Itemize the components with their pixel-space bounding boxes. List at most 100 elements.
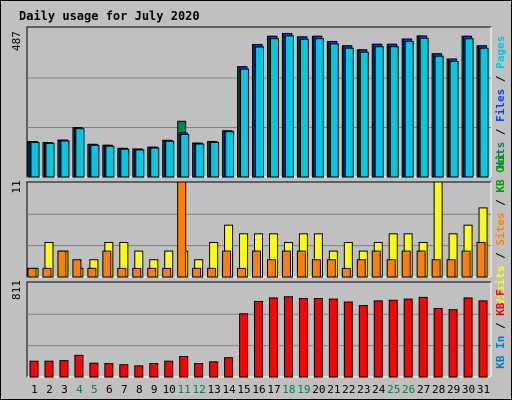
x-tick-label: 12: [193, 383, 206, 396]
x-tick-label: 23: [357, 383, 370, 396]
chart-title: Daily usage for July 2020: [19, 9, 200, 23]
bar-pages: [240, 68, 250, 178]
bar-pages: [135, 149, 145, 178]
bar-pages: [404, 40, 414, 178]
x-tick-label: 29: [447, 383, 460, 396]
bar-kb-f: [44, 360, 54, 378]
bar-kb-f: [209, 361, 219, 378]
bar-sites: [371, 250, 381, 278]
bar-kb-f: [119, 364, 129, 378]
middle-panel-max-label: 11: [10, 180, 23, 193]
bar-sites: [431, 259, 441, 278]
legend-top: Hits / Files / Pages: [494, 36, 507, 169]
x-tick-label: 25: [387, 383, 400, 396]
x-tick-label: 21: [327, 383, 340, 396]
x-tick-label: 28: [432, 383, 445, 396]
bar-sites: [87, 267, 97, 278]
bar-kb-f: [104, 363, 114, 378]
x-tick-label: 26: [402, 383, 415, 396]
bar-sites: [27, 267, 37, 278]
x-tick-label: 18: [282, 383, 295, 396]
bar-sites: [281, 250, 291, 278]
bar-pages: [75, 128, 85, 178]
bar-pages: [479, 47, 489, 178]
x-tick-label: 27: [417, 383, 430, 396]
bar-kb-f: [313, 298, 323, 378]
bar-kb-f: [478, 300, 488, 378]
bar-pages: [195, 143, 205, 178]
x-tick-label: 17: [267, 383, 280, 396]
legend-item: /: [494, 246, 507, 266]
bar-sites: [237, 267, 247, 278]
x-tick-label: 11: [178, 383, 191, 396]
bar-kb-f: [328, 298, 338, 378]
legend-item: KB F: [494, 289, 507, 316]
bar-kb-f: [59, 360, 69, 378]
bar-kb-f: [298, 298, 308, 378]
bar-kb-f: [194, 363, 204, 378]
bar-pages: [90, 144, 100, 178]
bar-pages: [180, 133, 190, 178]
bar-pages: [464, 38, 474, 178]
bar-kb-f: [403, 298, 413, 378]
bar-kb-f: [224, 357, 234, 378]
legend-bottom: KB In / KB F: [494, 289, 507, 369]
x-tick-label: 2: [46, 383, 53, 396]
bar-sites: [117, 267, 127, 278]
bar-kb-f: [388, 299, 398, 378]
legend-item: Files: [494, 89, 507, 122]
bar-kb-f: [179, 356, 189, 378]
x-tick-label: 22: [342, 383, 355, 396]
bar-pages: [120, 148, 130, 178]
bar-pages: [374, 46, 384, 178]
bottom-panel-max-label: 811: [10, 280, 23, 300]
bar-pages: [389, 46, 399, 178]
x-tick-label: 3: [61, 383, 68, 396]
panel-top: [26, 26, 492, 178]
x-tick-label: 4: [76, 383, 83, 396]
bar-sites: [386, 259, 396, 278]
panel-middle: [26, 181, 492, 278]
bar-kb-f: [74, 354, 84, 378]
legend-item: KB In: [494, 336, 507, 369]
x-tick-label: 30: [462, 383, 475, 396]
bar-sites: [162, 267, 172, 278]
legend-item: Pages: [494, 36, 507, 69]
legend-item: /: [494, 316, 507, 336]
bar-sites: [341, 267, 351, 278]
x-tick-label: 8: [136, 383, 143, 396]
legend-item: /: [494, 122, 507, 142]
bar-sites: [42, 267, 52, 278]
x-tick-label: 10: [163, 383, 176, 396]
bar-pages: [60, 140, 70, 178]
bar-kb-f: [134, 365, 144, 378]
bar-sites: [72, 259, 82, 278]
x-tick-label: 13: [207, 383, 220, 396]
bar-pages: [269, 38, 279, 178]
bar-pages: [314, 38, 324, 178]
legend-item: /: [494, 69, 507, 89]
bar-pages: [359, 51, 369, 178]
bar-pages: [284, 35, 294, 178]
bar-pages: [449, 60, 459, 178]
bar-kb-f: [433, 307, 443, 378]
bar-sites: [446, 259, 456, 278]
bar-kb-f: [164, 360, 174, 378]
bar-kb-f: [283, 296, 293, 378]
x-tick-label: 19: [297, 383, 310, 396]
bar-pages: [434, 55, 444, 178]
top-panel-max-label: 487: [10, 31, 23, 51]
bar-pages: [255, 46, 265, 178]
bar-kb-f: [149, 363, 159, 378]
bar-sites: [296, 250, 306, 278]
bar-kb-f: [239, 313, 249, 378]
bar-sites: [326, 259, 336, 278]
bar-pages: [210, 142, 220, 178]
x-tick-label: 7: [121, 383, 128, 396]
x-tick-label: 31: [477, 383, 490, 396]
bar-sites: [461, 250, 471, 278]
bar-pages: [344, 47, 354, 178]
bar-sites: [222, 250, 232, 278]
bar-pages: [165, 140, 175, 178]
